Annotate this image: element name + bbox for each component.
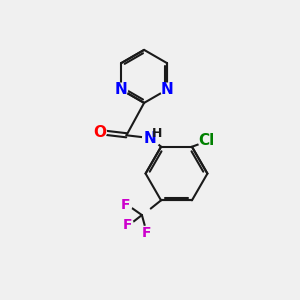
Text: H: H <box>152 127 163 140</box>
Text: N: N <box>161 82 173 97</box>
Text: Cl: Cl <box>199 134 215 148</box>
Circle shape <box>115 83 128 96</box>
Circle shape <box>94 126 106 139</box>
Circle shape <box>140 226 153 239</box>
Text: N: N <box>115 82 128 97</box>
Text: F: F <box>122 218 132 233</box>
Text: O: O <box>93 125 106 140</box>
Circle shape <box>198 133 215 149</box>
Text: N: N <box>144 131 156 146</box>
Text: F: F <box>142 226 151 240</box>
Circle shape <box>119 198 132 211</box>
Circle shape <box>142 129 160 147</box>
Text: F: F <box>121 198 130 212</box>
Circle shape <box>160 83 173 96</box>
Circle shape <box>121 219 134 232</box>
